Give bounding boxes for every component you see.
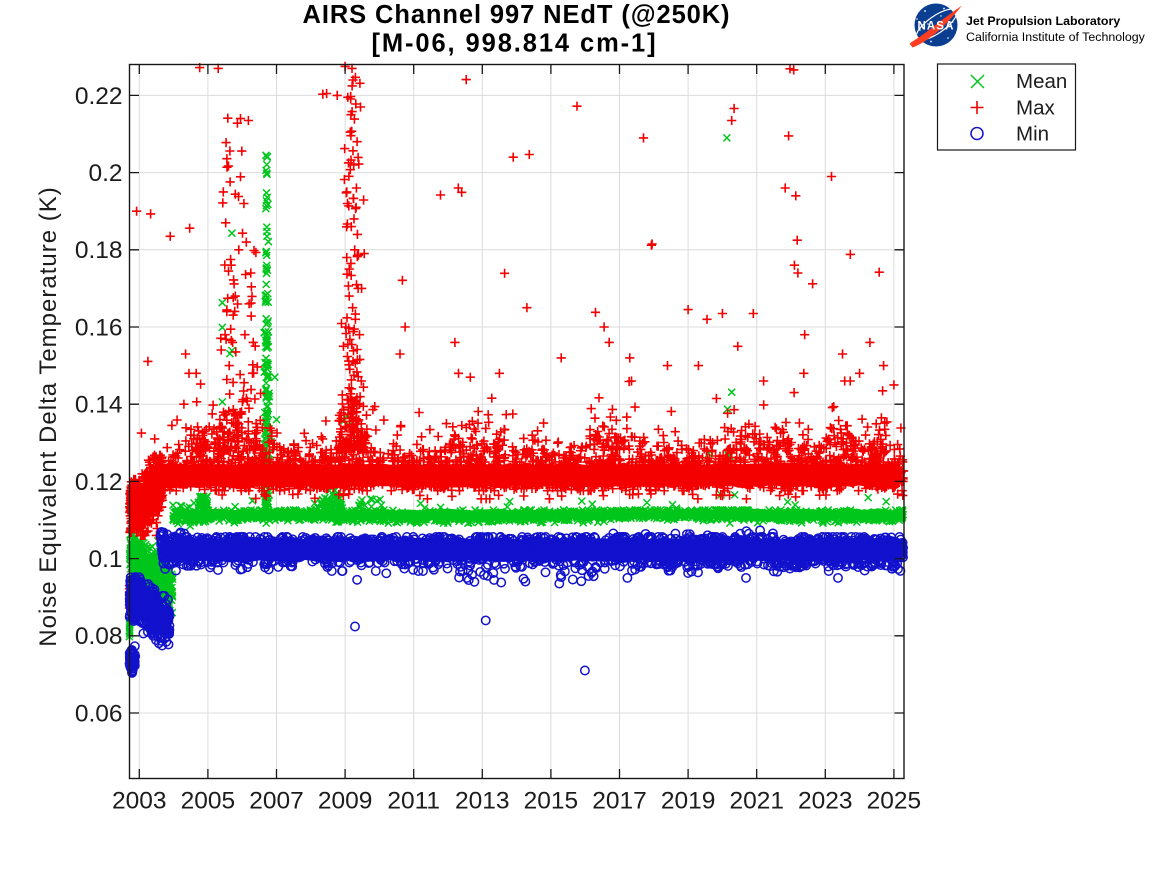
svg-text:0.1: 0.1 bbox=[88, 546, 122, 573]
svg-text:2015: 2015 bbox=[524, 788, 579, 815]
svg-text:NASA: NASA bbox=[918, 21, 955, 33]
svg-text:[M-06, 998.814 cm-1]: [M-06, 998.814 cm-1] bbox=[371, 30, 657, 58]
svg-text:Mean: Mean bbox=[1016, 70, 1067, 93]
svg-text:Noise Equivalent Delta Tempera: Noise Equivalent Delta Temperature (K) bbox=[35, 186, 62, 646]
svg-text:0.08: 0.08 bbox=[75, 623, 123, 650]
svg-text:2017: 2017 bbox=[592, 788, 647, 815]
svg-text:0.16: 0.16 bbox=[75, 314, 123, 341]
svg-text:0.14: 0.14 bbox=[75, 392, 123, 419]
svg-text:AIRS Channel 997 NEdT (@250K): AIRS Channel 997 NEdT (@250K) bbox=[303, 1, 731, 29]
svg-text:Min: Min bbox=[1016, 123, 1049, 146]
svg-text:0.18: 0.18 bbox=[75, 237, 123, 264]
svg-text:Max: Max bbox=[1016, 96, 1055, 119]
svg-text:2009: 2009 bbox=[318, 788, 373, 815]
svg-text:California Institute of Techno: California Institute of Technology bbox=[966, 30, 1146, 44]
svg-text:2007: 2007 bbox=[249, 788, 304, 815]
svg-text:2005: 2005 bbox=[181, 788, 236, 815]
svg-text:2013: 2013 bbox=[455, 788, 510, 815]
svg-text:0.12: 0.12 bbox=[75, 469, 123, 496]
svg-text:2025: 2025 bbox=[867, 788, 922, 815]
svg-text:0.06: 0.06 bbox=[75, 700, 123, 727]
svg-text:2021: 2021 bbox=[729, 788, 784, 815]
svg-text:0.2: 0.2 bbox=[88, 160, 122, 187]
svg-text:2003: 2003 bbox=[112, 788, 167, 815]
svg-text:2023: 2023 bbox=[798, 788, 853, 815]
svg-text:2019: 2019 bbox=[661, 788, 716, 815]
svg-text:2011: 2011 bbox=[387, 788, 440, 815]
svg-text:0.22: 0.22 bbox=[75, 83, 123, 110]
svg-text:Jet Propulsion Laboratory: Jet Propulsion Laboratory bbox=[966, 14, 1120, 28]
